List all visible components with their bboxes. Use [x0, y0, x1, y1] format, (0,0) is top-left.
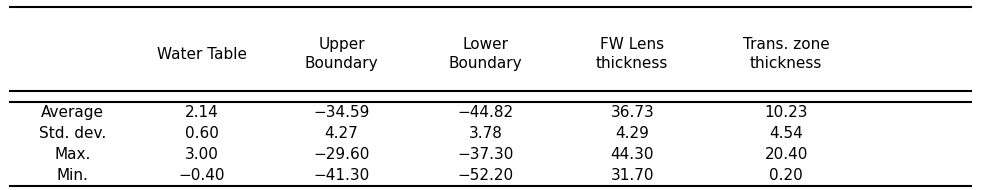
Text: 0.20: 0.20: [769, 168, 803, 183]
Text: 44.30: 44.30: [610, 147, 654, 162]
Text: 3.00: 3.00: [185, 147, 219, 162]
Text: 4.54: 4.54: [769, 126, 803, 141]
Text: Upper
Boundary: Upper Boundary: [305, 37, 379, 71]
Text: 10.23: 10.23: [764, 105, 808, 120]
Text: Trans. zone
thickness: Trans. zone thickness: [743, 37, 830, 71]
Text: 0.60: 0.60: [185, 126, 219, 141]
Text: Std. dev.: Std. dev.: [38, 126, 106, 141]
Text: −0.40: −0.40: [179, 168, 226, 183]
Text: 20.40: 20.40: [764, 147, 807, 162]
Text: Max.: Max.: [54, 147, 90, 162]
Text: −29.60: −29.60: [313, 147, 370, 162]
Text: Water Table: Water Table: [157, 47, 247, 62]
Text: 4.27: 4.27: [325, 126, 358, 141]
Text: −34.59: −34.59: [313, 105, 370, 120]
Text: −37.30: −37.30: [457, 147, 514, 162]
Text: −52.20: −52.20: [457, 168, 514, 183]
Text: 36.73: 36.73: [610, 105, 654, 120]
Text: 31.70: 31.70: [610, 168, 654, 183]
Text: Average: Average: [41, 105, 104, 120]
Text: 3.78: 3.78: [469, 126, 502, 141]
Text: 4.29: 4.29: [615, 126, 649, 141]
Text: FW Lens
thickness: FW Lens thickness: [596, 37, 668, 71]
Text: Min.: Min.: [56, 168, 88, 183]
Text: −41.30: −41.30: [313, 168, 370, 183]
Text: −44.82: −44.82: [457, 105, 514, 120]
Text: Lower
Boundary: Lower Boundary: [449, 37, 523, 71]
Text: 2.14: 2.14: [185, 105, 219, 120]
